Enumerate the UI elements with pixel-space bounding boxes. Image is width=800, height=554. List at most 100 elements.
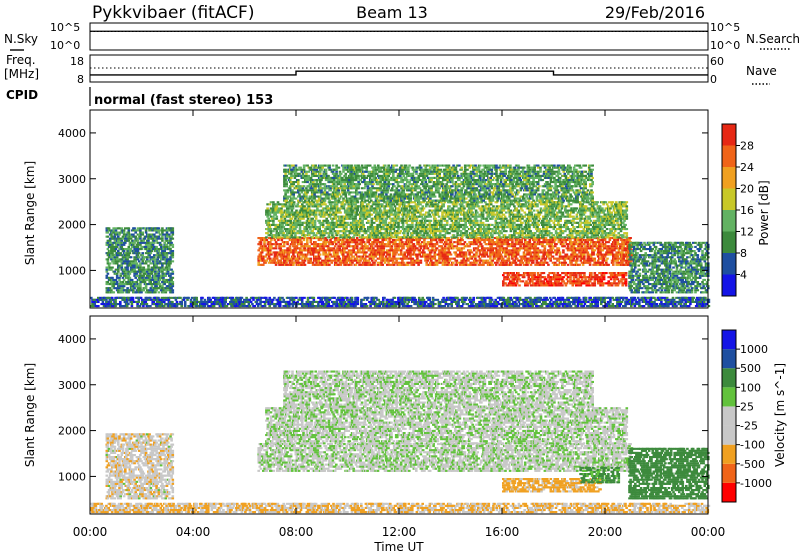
heatmap-cell <box>382 253 386 256</box>
heatmap-cell <box>112 262 115 265</box>
heatmap-cell <box>622 253 625 256</box>
heatmap-cell <box>616 263 620 266</box>
heatmap-cell <box>423 241 426 244</box>
heatmap-cell <box>605 245 608 248</box>
heatmap-cell <box>434 228 437 231</box>
heatmap-cell <box>117 268 120 271</box>
heatmap-cell <box>353 257 357 260</box>
heatmap-cell <box>610 249 614 252</box>
heatmap-cell <box>156 266 159 269</box>
heatmap-cell <box>288 203 291 206</box>
heatmap-cell <box>562 243 565 246</box>
heatmap-cell <box>120 283 124 286</box>
heatmap-cell <box>169 274 172 277</box>
heatmap-cell <box>350 237 353 240</box>
heatmap-cell <box>391 219 394 222</box>
heatmap-cell <box>126 256 129 259</box>
heatmap-cell <box>420 219 423 222</box>
heatmap-cell <box>171 291 175 294</box>
heatmap-cell <box>298 215 302 218</box>
heatmap-cell <box>425 205 428 208</box>
heatmap-cell <box>170 287 173 290</box>
heatmap-cell <box>142 239 146 242</box>
heatmap-cell <box>365 251 368 254</box>
heatmap-cell <box>396 249 399 252</box>
heatmap-cell <box>171 243 175 246</box>
heatmap-cell <box>433 221 436 224</box>
heatmap-cell <box>412 239 416 242</box>
heatmap-cell <box>352 217 355 220</box>
heatmap-cell <box>394 253 397 256</box>
heatmap-cell <box>164 245 168 248</box>
heatmap-cell <box>613 249 616 252</box>
heatmap-cell <box>547 255 550 258</box>
heatmap-cell <box>379 221 383 224</box>
heatmap-cell <box>591 239 594 242</box>
heatmap-cell <box>144 252 148 255</box>
heatmap-cell <box>412 261 416 264</box>
heatmap-cell <box>555 243 558 246</box>
heatmap-cell <box>545 251 549 254</box>
heatmap-cell <box>493 251 497 254</box>
heatmap-cell <box>520 241 523 244</box>
heatmap-cell <box>314 226 318 229</box>
heatmap-cell <box>352 219 355 222</box>
heatmap-cell <box>339 259 343 262</box>
heatmap-cell <box>425 245 428 248</box>
heatmap-cell <box>356 201 360 204</box>
heatmap-cell <box>513 247 517 250</box>
heatmap-cell <box>514 255 518 258</box>
heatmap-cell <box>393 236 397 239</box>
heatmap-cell <box>416 205 420 208</box>
heatmap-cell <box>554 251 557 254</box>
heatmap-cell <box>621 243 624 246</box>
heatmap-cell <box>478 261 482 264</box>
heatmap-cell <box>147 272 150 275</box>
heatmap-cell <box>166 235 170 238</box>
heatmap-cell <box>599 251 602 254</box>
heatmap-cell <box>399 239 403 242</box>
heatmap-cell <box>404 209 407 212</box>
heatmap-cell <box>405 217 408 220</box>
heatmap-cell <box>118 278 121 281</box>
heatmap-cell <box>124 262 127 265</box>
heatmap-cell <box>511 241 514 244</box>
heatmap-cell <box>435 230 438 233</box>
heatmap-cell <box>122 258 126 261</box>
heatmap-cell <box>341 223 345 226</box>
heatmap-cell <box>378 236 382 239</box>
heatmap-cell <box>513 245 517 248</box>
heatmap-cell <box>397 223 400 226</box>
heatmap-cell <box>433 257 437 260</box>
heatmap-cell <box>165 237 169 240</box>
heatmap-cell <box>405 257 409 260</box>
heatmap-cell <box>483 241 486 244</box>
heatmap-cell <box>390 223 393 226</box>
heatmap-cell <box>288 215 291 218</box>
heatmap-cell <box>117 289 120 292</box>
heatmap-cell <box>132 233 135 236</box>
heatmap-cell <box>478 251 482 254</box>
heatmap-cell <box>163 283 166 286</box>
heatmap-cell <box>558 253 562 256</box>
heatmap-cell <box>324 259 328 262</box>
heatmap-cell <box>477 259 481 262</box>
heatmap-cell <box>432 228 435 231</box>
heatmap-cell <box>266 203 269 206</box>
heatmap-cell <box>347 255 351 258</box>
heatmap-cell <box>374 207 377 210</box>
heatmap-cell <box>132 266 135 269</box>
heatmap-cell <box>393 226 397 229</box>
heatmap-cell <box>350 232 354 235</box>
heatmap-cell <box>352 203 355 206</box>
heatmap-cell <box>434 232 437 235</box>
heatmap-cell <box>139 237 142 240</box>
heatmap-cell <box>612 255 615 258</box>
heatmap-cell <box>318 253 322 256</box>
heatmap-cell <box>155 285 158 288</box>
heatmap-cell <box>150 278 154 281</box>
heatmap-cell <box>417 263 420 266</box>
heatmap-cell <box>318 228 321 231</box>
heatmap-cell <box>333 203 337 206</box>
heatmap-cell <box>340 261 344 264</box>
